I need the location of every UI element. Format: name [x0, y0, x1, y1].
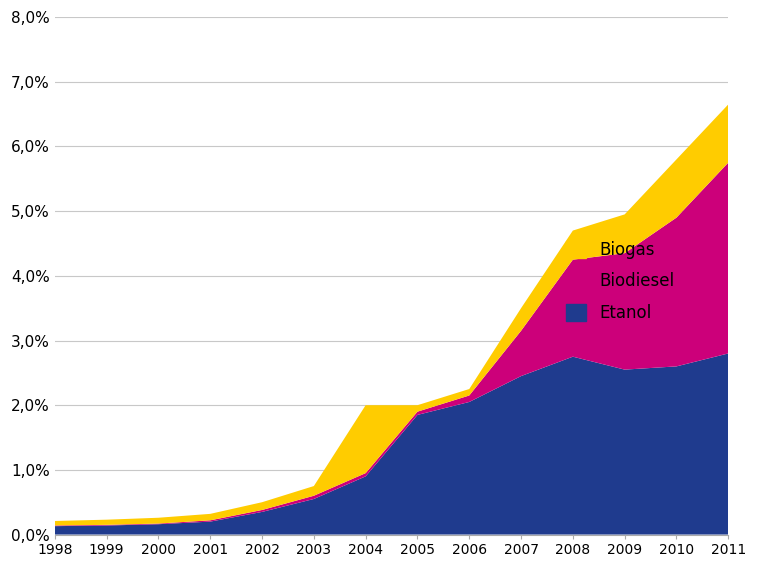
- Legend: Biogas, Biodiesel, Etanol: Biogas, Biodiesel, Etanol: [558, 232, 684, 330]
